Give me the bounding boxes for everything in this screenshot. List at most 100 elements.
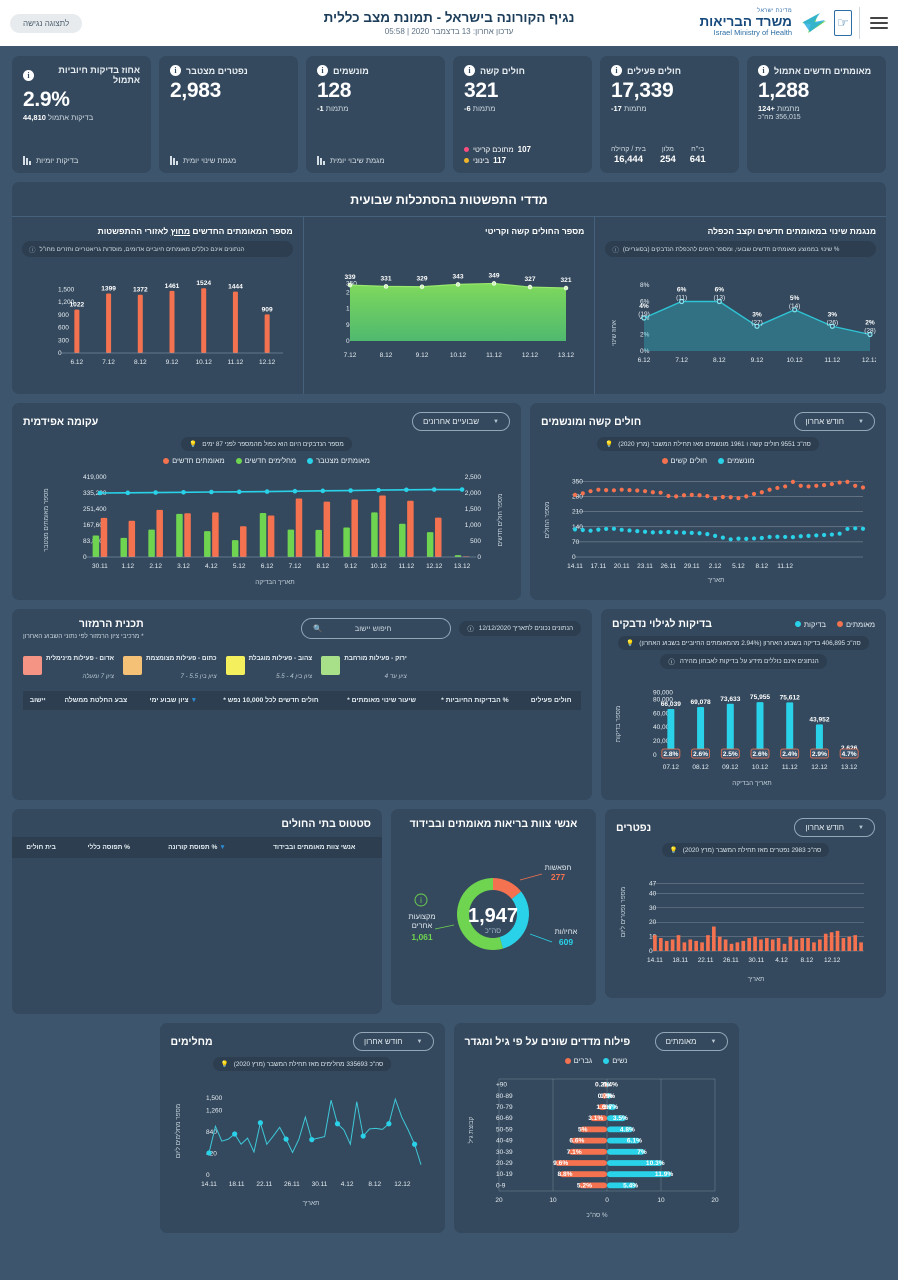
svg-text:5.12: 5.12 [233,563,246,570]
info-icon[interactable]: i [170,65,181,76]
kpi-card-new-confirmed[interactable]: i מאומתים חדשים אתמול 1,288 מתמות +124 3… [747,56,886,173]
chevron-down-icon: ▼ [858,824,864,831]
metric-selector[interactable]: מאומתים ▼ [654,1032,728,1051]
kpi-card-severe[interactable]: i חולים קשה 321 מתמות 6- מתוכם קריטי 107 … [453,56,592,173]
svg-text:900: 900 [58,312,69,319]
svg-text:30.11: 30.11 [92,563,108,570]
svg-text:419,000: 419,000 [83,474,107,481]
svg-text:29.11: 29.11 [684,563,700,570]
svg-text:6.12: 6.12 [638,357,651,364]
info-icon[interactable]: i [317,65,328,76]
card-note: 💡 מספר הנדבקים היום הוא כפול מהמספר לפני … [181,437,352,451]
state-emblem-icon: ☞ [834,7,860,39]
card-title: בדיקות לגילוי נדבקים [612,618,712,630]
kpi-card-positivity[interactable]: i אחוז בדיקות חיוביות אתמול 2.9% בדיקות … [12,56,151,173]
ministry-logo-icon [798,10,828,36]
col-general-occupancy[interactable]: % תפוסה כללי [70,837,148,858]
kpi-value: 2.9% [23,88,70,111]
svg-text:75,612: 75,612 [780,694,801,701]
svg-text:1022: 1022 [69,302,84,309]
info-icon: ⓘ [668,659,675,666]
svg-text:8.12: 8.12 [755,563,768,570]
svg-text:4%: 4% [639,303,649,310]
svg-text:2,000: 2,000 [465,490,482,497]
period-selector[interactable]: חודש אחרון ▼ [352,1032,434,1051]
kpi-value: 128 [317,79,352,102]
svg-text:40-49: 40-49 [496,1138,513,1145]
svg-text:7.12: 7.12 [289,563,302,570]
col-change[interactable]: שיעור שינוי מאומתים * [334,691,429,710]
bulb-icon: 💡 [669,847,678,854]
info-icon[interactable]: i [23,69,34,81]
menu-icon[interactable] [870,17,888,29]
info-icon[interactable]: i [464,65,475,76]
svg-text:8.12: 8.12 [316,563,329,570]
svg-text:2%: 2% [640,332,650,339]
col-per10k[interactable]: חולים חדשים לכל 10,000 נפש * [207,691,335,710]
svg-text:331: 331 [381,275,392,282]
svg-text:2.8%: 2.8% [663,751,678,758]
col-gov-color[interactable]: צבע החלטת ממשלה [52,691,140,710]
kpi-delta: מתמות 1- [317,104,349,113]
svg-text:11.12: 11.12 [782,764,798,771]
chevron-down-icon: ▼ [416,1038,423,1045]
svg-text:349: 349 [489,272,500,279]
info-icon[interactable]: i [611,65,622,76]
col-hospital[interactable]: בית חולים [12,837,71,858]
svg-text:609: 609 [559,937,573,947]
svg-text:אחיו/ות: אחיו/ות [555,927,578,936]
svg-text:50-59: 50-59 [496,1126,513,1133]
svg-text:277: 277 [551,872,565,882]
col-corona-occupancy[interactable]: ▼ % תפוסת קורונה [147,837,247,858]
period-selector[interactable]: שבועיים אחרונים ▼ [411,412,510,431]
svg-text:9.12: 9.12 [751,357,764,364]
svg-text:2.5%: 2.5% [723,751,738,758]
kpi-delta: מתמות 6- [464,104,496,113]
kpi-footer-link[interactable]: בדיקות יומיות [23,156,140,165]
svg-text:1,260: 1,260 [206,1107,223,1114]
svg-text:(14): (14) [789,303,801,310]
col-city[interactable]: יישוב [23,691,53,710]
kpi-value: 17,339 [611,79,674,102]
svg-text:11.9%: 11.9% [654,1171,672,1178]
kpi-footer-link[interactable]: מגמת שיבוי יומית [317,156,434,165]
period-selector[interactable]: חודש אחרון ▼ [794,818,875,837]
col-positivity[interactable]: % הבדיקות החיוביות * [428,691,522,710]
col-staff[interactable]: אנשי צוות מאומתים ובבידוד [246,837,382,858]
card-note: 💡 סה"כ 335693 מחלימים מאז תחילת המשבר (מר… [212,1057,392,1071]
col-active[interactable]: חולים פעילים [521,691,581,710]
svg-text:329: 329 [417,276,428,283]
svg-text:6%: 6% [715,287,725,294]
svg-text:8.8%: 8.8% [557,1171,572,1178]
row-deaths-staff-hospitals: נפטרים חודש אחרון ▼ 💡 סה"כ 2983 נפטרים מאז… [12,809,886,1014]
kpi-card-ventilated[interactable]: i מונשמים 128 מתמות 1- מגמת שיבוי יומית [306,56,445,173]
accessible-view-button[interactable]: לתצוגה נגישה [10,13,83,33]
legend: בדיקות מאומתים [794,620,875,629]
donut-total-label: סה"כ [485,926,501,935]
svg-text:3%: 3% [752,311,762,318]
kpi-card-active-patients[interactable]: i חולים פעילים 17,339 מתמות 17- בית / קה… [600,56,739,173]
hospitals-table: אנשי צוות מאומתים ובבידוד ▼ % תפוסת קורו… [12,837,382,858]
legend-item: מחלימים חדשים [235,456,296,465]
info-icon[interactable]: i [758,65,769,76]
svg-text:0: 0 [58,350,62,357]
legend: מאומתים חדשים מחלימים חדשים מאומתים מצטב… [23,456,510,465]
svg-text:10.12: 10.12 [787,357,804,364]
svg-text:60,000: 60,000 [653,710,673,717]
search-input[interactable]: 🔍 חיפוש יישוב [301,618,452,639]
svg-text:12.12: 12.12 [862,357,876,364]
chevron-down-icon: ▼ [710,1038,717,1045]
svg-text:מספר החולים: מספר החולים [543,502,551,539]
kpi-card-deaths[interactable]: i נפטרים מצטבר 2,983 מגמת שינוי יומית [159,56,298,173]
col-score[interactable]: ▼ ציון שבוע ימי [139,691,208,710]
period-selector[interactable]: חודש אחרון ▼ [794,412,875,431]
svg-text:30-39: 30-39 [496,1149,513,1156]
svg-text:350: 350 [572,478,583,485]
card-severe-ventilated: חולים קשה ומונשמים חודש אחרון ▼ 💡 סה"כ 955… [530,403,886,600]
svg-text:חפאשות: חפאשות [545,863,572,872]
card-title: אנשי צוות בריאות מאומתים ובבידוד [409,818,578,830]
kpi-footer-link[interactable]: מגמת שינוי יומית [170,156,287,165]
kpi-title: מונשמים [333,65,369,76]
svg-text:1,200: 1,200 [58,299,75,306]
svg-text:0-9: 0-9 [496,1182,506,1189]
